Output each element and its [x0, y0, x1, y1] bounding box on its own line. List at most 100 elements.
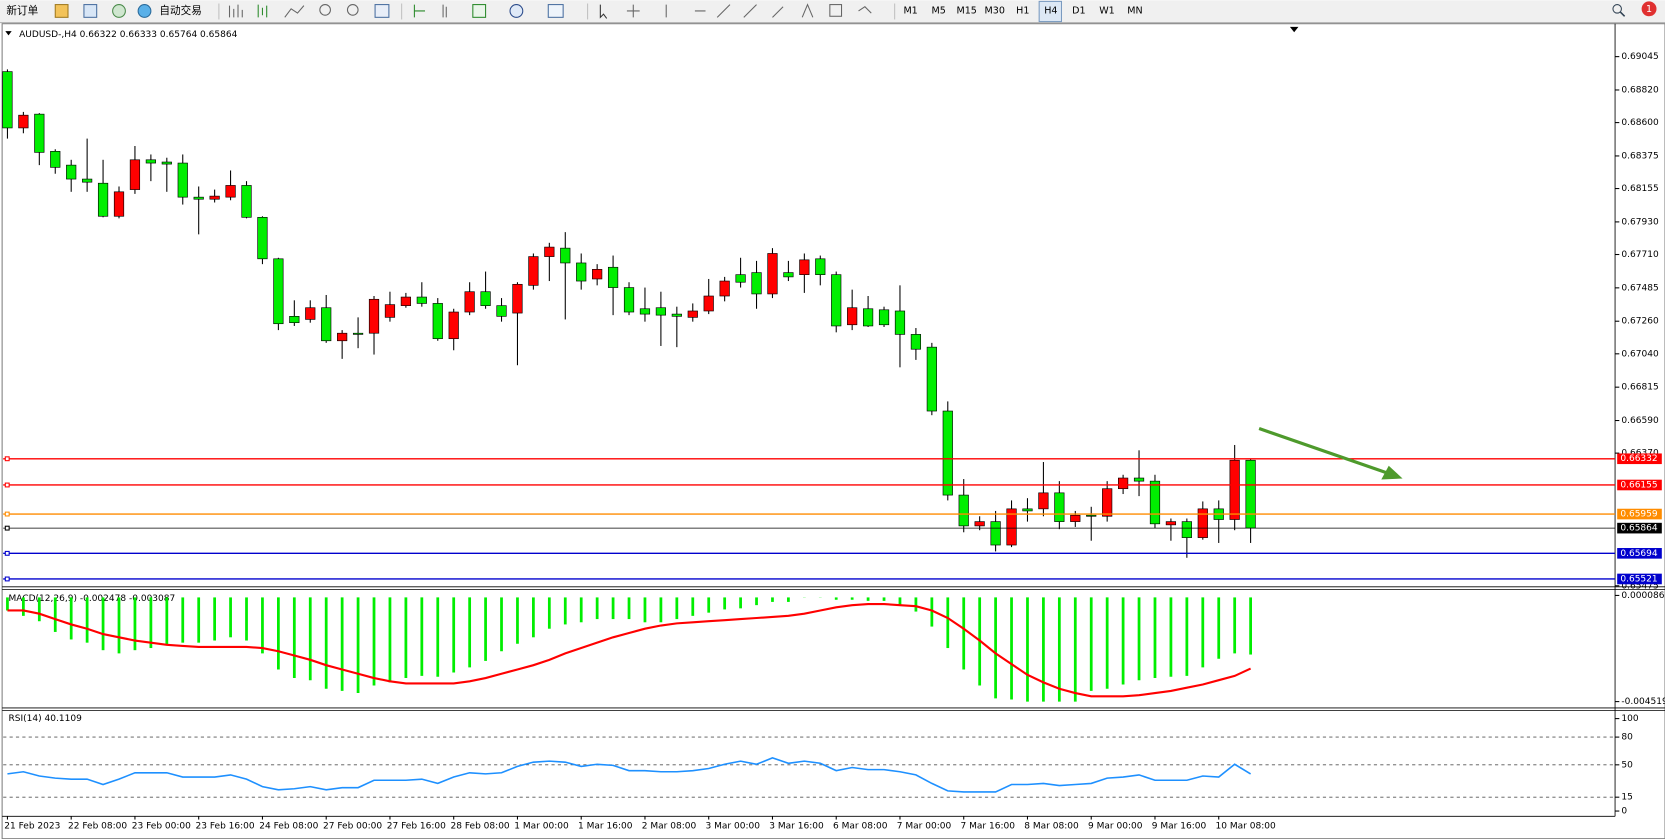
candle-body	[623, 287, 635, 313]
x-tick-label: 3 Mar 00:00	[706, 821, 761, 831]
toolbar-button[interactable]: 自动交易	[159, 4, 201, 17]
toolbar-button[interactable]: 新订单	[6, 4, 38, 17]
y-tick-label: 0.000086	[1621, 591, 1664, 601]
indicator-title: MACD(12,26,9) -0.002478 -0.003087	[9, 594, 176, 604]
candle-body	[655, 307, 666, 316]
candle-body	[34, 113, 45, 153]
candle-body	[66, 164, 77, 180]
x-tick-label: 22 Feb 08:00	[68, 821, 127, 831]
candle-body	[783, 272, 794, 278]
candle-body	[671, 313, 682, 317]
timeframe-button[interactable]: M1	[903, 5, 917, 16]
y-tick-label: 0.68600	[1621, 118, 1659, 128]
level-handle	[4, 550, 10, 556]
candle-body	[496, 305, 507, 317]
candle-body	[113, 191, 125, 217]
candle-body	[719, 280, 730, 297]
candle-body	[337, 332, 348, 342]
candle-body	[512, 283, 523, 314]
x-tick-label: 1 Mar 00:00	[514, 821, 569, 831]
level-label-box	[1617, 548, 1662, 559]
icon	[472, 4, 487, 18]
level-label: 0.65959	[1620, 510, 1658, 520]
y-tick-label: 0.67040	[1621, 349, 1659, 359]
x-tick-label: 27 Feb 16:00	[387, 821, 446, 831]
x-tick-label: 9 Mar 00:00	[1088, 821, 1143, 831]
y-tick-label: 0.69045	[1621, 52, 1658, 62]
level-label-box	[1617, 508, 1662, 520]
candle-body	[2, 71, 13, 129]
notification-badge[interactable]	[1641, 1, 1657, 17]
icon	[319, 4, 331, 16]
level-label: 0.65694	[1620, 549, 1658, 559]
candle-body	[990, 521, 1001, 546]
icon	[829, 4, 843, 17]
timeframe-button[interactable]: W1	[1099, 5, 1115, 16]
candle-body	[1070, 514, 1081, 522]
candle-body	[1006, 508, 1017, 546]
toolbar-icons	[54, 0, 1657, 23]
chart-frame	[1, 23, 1665, 839]
y-tick-label: 0.67710	[1621, 250, 1659, 260]
y-tick-label: 0.68155	[1621, 184, 1658, 194]
candle-body	[560, 247, 571, 264]
candle-body	[416, 296, 427, 304]
candle-body	[257, 216, 268, 260]
candle-body	[480, 291, 491, 306]
level-handle	[4, 482, 10, 488]
search-icon[interactable]	[1612, 4, 1622, 14]
rsi-line	[7, 757, 1252, 793]
timeframe-button[interactable]: M5	[931, 5, 945, 16]
candle-body	[384, 304, 396, 318]
x-tick-label: 21 Feb 2023	[4, 821, 60, 831]
x-tick-label: 3 Mar 16:00	[769, 821, 824, 831]
candle-body	[910, 334, 922, 350]
icon	[228, 4, 243, 18]
candle-body	[1149, 480, 1161, 525]
candle-body	[815, 258, 826, 275]
symbol-menu-arrow[interactable]	[5, 31, 12, 36]
candle-body	[50, 151, 61, 168]
candle-body	[193, 196, 204, 200]
y-tick-label: 0.66590	[1621, 416, 1659, 426]
arrow-head	[1381, 465, 1403, 480]
candle-body	[82, 178, 93, 183]
candle-body	[847, 307, 858, 326]
candle-body	[1022, 508, 1033, 512]
candle-body	[942, 410, 953, 496]
y-tick-label: -0.004519	[1621, 697, 1665, 707]
x-tick-label: 27 Feb 00:00	[323, 821, 382, 831]
x-tick-label: 24 Feb 08:00	[259, 821, 318, 831]
candle-body	[18, 114, 29, 129]
timeframe-button[interactable]: H1	[1016, 5, 1029, 16]
y-tick-label: 0.65475	[1621, 581, 1658, 591]
timeframe-button[interactable]: D1	[1072, 5, 1085, 16]
timeframe-button[interactable]: MN	[1127, 5, 1142, 16]
icon	[509, 4, 524, 18]
icon	[374, 4, 390, 18]
level-label: 0.65521	[1620, 574, 1657, 584]
candle-body	[639, 308, 651, 315]
candle-body	[241, 185, 252, 218]
candle-body	[751, 272, 762, 295]
candle-body	[544, 246, 555, 257]
timeframe-buttons: M1 M5 M15 M30 H1 H4 D1 W1 MN	[903, 5, 1142, 16]
timeframe-button[interactable]: H4	[1044, 5, 1057, 16]
signal-line	[7, 602, 1252, 698]
y-tick-label: 0.67485	[1621, 283, 1658, 293]
timeframe-button[interactable]: M30	[985, 5, 1005, 16]
candle-body	[161, 161, 172, 165]
candle-body	[735, 274, 746, 283]
icon	[858, 6, 872, 14]
arrow-shaft	[1258, 427, 1389, 475]
candle-body	[368, 298, 380, 334]
candle-body	[1086, 514, 1097, 517]
y-tick-label: 0.68375	[1621, 151, 1658, 161]
plot: 0.69045 0.68820 0.68600 0.68375 0.68155 0.679…	[2, 52, 1665, 831]
candle-body	[1038, 492, 1049, 510]
candle-body	[1229, 459, 1240, 520]
timeframe-button[interactable]: M15	[957, 5, 977, 16]
candle-body	[894, 310, 906, 335]
notification-count: 1	[1646, 4, 1652, 15]
